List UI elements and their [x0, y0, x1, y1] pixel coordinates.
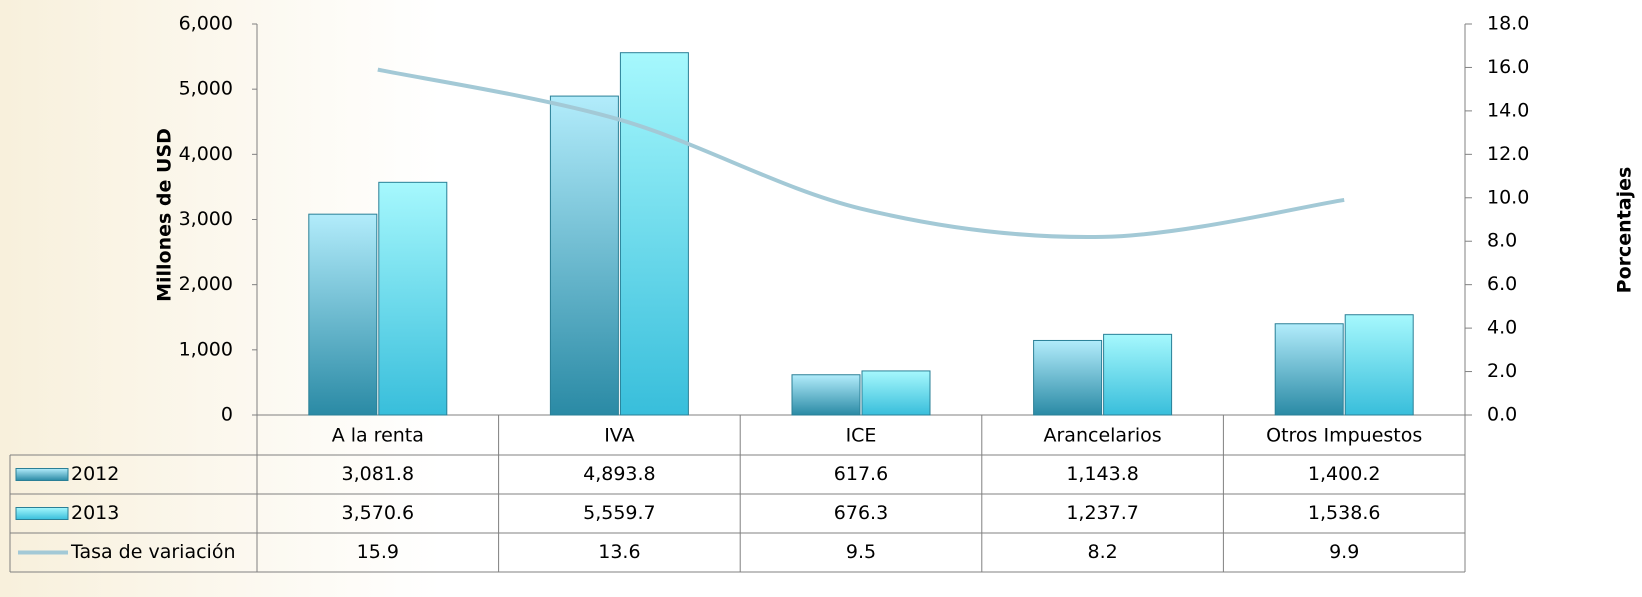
y2-tick-label: 18.0 [1487, 13, 1529, 35]
y2-tick-label: 4.0 [1487, 317, 1517, 339]
y-tick-label: 4,000 [179, 143, 233, 165]
y-tick-label: 2,000 [179, 273, 233, 295]
y-tick-label: 6,000 [179, 13, 233, 35]
y2-tick-label: 8.0 [1487, 230, 1517, 252]
y2-tick-label: 0.0 [1487, 404, 1517, 426]
y2-tick-label: 10.0 [1487, 186, 1529, 208]
y2-tick-label: 2.0 [1487, 360, 1517, 382]
table-value: 15.9 [357, 541, 399, 563]
legend-label: 2012 [71, 463, 119, 485]
y-tick-label: 0 [221, 404, 233, 426]
x-tick-label: Otros Impuestos [1266, 425, 1422, 447]
table-value: 9.5 [846, 541, 876, 563]
y2-tick-label: 16.0 [1487, 56, 1529, 78]
table-value: 9.9 [1329, 541, 1359, 563]
y2-tick-label: 6.0 [1487, 273, 1517, 295]
table-value: 5,559.7 [583, 502, 656, 524]
y-tick-label: 1,000 [179, 338, 233, 360]
x-tick-label: ICE [846, 425, 877, 447]
bar [378, 181, 448, 416]
y-tick-label: 3,000 [179, 208, 233, 230]
line [377, 67, 1345, 240]
bar [619, 52, 689, 416]
x-tick-label: Arancelarios [1044, 425, 1162, 447]
legend-label: 2013 [71, 502, 119, 524]
y-axis-label: Millones de USD [154, 128, 176, 302]
table-value: 676.3 [834, 502, 888, 524]
bar [791, 374, 861, 416]
table-value: 1,538.6 [1308, 502, 1381, 524]
y2-axis-label: Porcentajes [1614, 167, 1636, 294]
y2-tick-label: 12.0 [1487, 143, 1529, 165]
table-value: 1,143.8 [1066, 463, 1139, 485]
bar [1274, 323, 1344, 416]
legend-key [15, 468, 69, 481]
bar [1344, 314, 1414, 416]
x-tick-label: A la renta [332, 425, 424, 447]
bar [308, 213, 378, 416]
bar [1033, 339, 1103, 416]
x-tick-label: IVA [604, 425, 634, 447]
bar [1103, 333, 1173, 416]
table-value: 13.6 [598, 541, 640, 563]
y2-tick-label: 14.0 [1487, 99, 1529, 121]
legend-label: Tasa de variación [70, 541, 236, 563]
legend-key [15, 507, 69, 520]
bar [549, 95, 619, 416]
table-value: 617.6 [834, 463, 888, 485]
bar [861, 370, 931, 416]
table-value: 4,893.8 [583, 463, 656, 485]
y-tick-label: 5,000 [179, 78, 233, 100]
table-value: 1,400.2 [1308, 463, 1381, 485]
table-value: 1,237.7 [1066, 502, 1139, 524]
table-value: 3,570.6 [342, 502, 415, 524]
table-value: 8.2 [1087, 541, 1117, 563]
table-value: 3,081.8 [342, 463, 415, 485]
